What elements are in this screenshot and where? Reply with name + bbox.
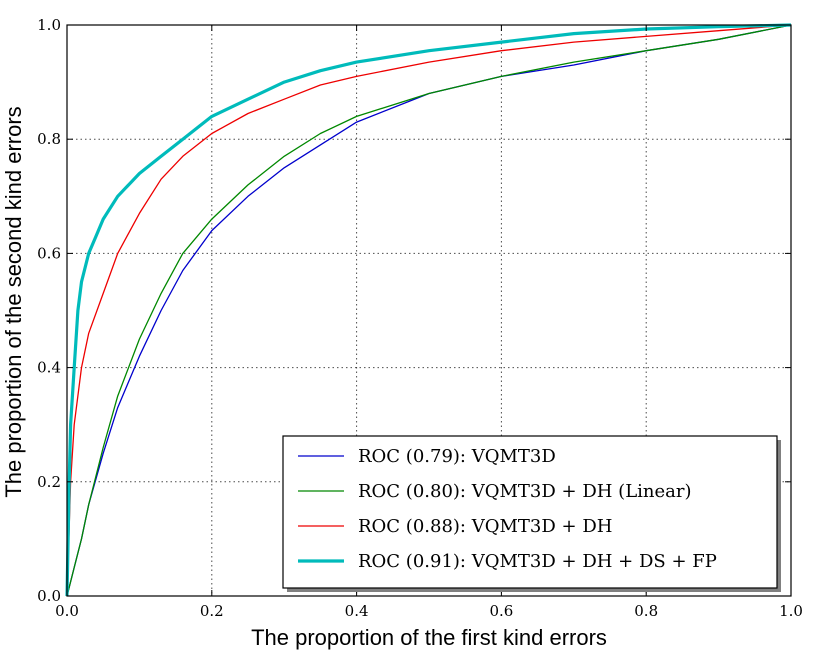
series-lines bbox=[65, 23, 792, 597]
x-tick-label: 0.0 bbox=[55, 602, 79, 620]
x-tick-label: 0.2 bbox=[200, 602, 224, 620]
plot-frame bbox=[66, 24, 792, 597]
y-tick-label: 0.2 bbox=[37, 473, 61, 491]
y-tick-label: 0.8 bbox=[37, 130, 61, 148]
legend-label-4: ROC (0.91): VQMT3D + DH + DS + FP bbox=[358, 551, 717, 572]
x-tick-label: 1.0 bbox=[779, 602, 803, 620]
series-line-3 bbox=[66, 24, 792, 597]
y-tick-label: 0.6 bbox=[37, 244, 61, 262]
legend-label-3: ROC (0.88): VQMT3D + DH bbox=[358, 516, 612, 537]
x-axis-label: The proportion of the first kind errors bbox=[251, 625, 607, 650]
axis-ticks bbox=[66, 24, 792, 597]
tick-labels: 0.0 0.2 0.4 0.6 0.8 1.0 0.0 0.2 0.4 0.6 0.8 1.0 bbox=[37, 16, 803, 620]
y-axis-label: The proportion of the second kind errors bbox=[1, 106, 26, 497]
y-tick-label: 0.4 bbox=[37, 359, 61, 377]
x-tick-label: 0.6 bbox=[489, 602, 513, 620]
y-tick-label: 0.0 bbox=[37, 587, 61, 605]
y-tick-label: 1.0 bbox=[37, 16, 61, 34]
x-tick-label: 0.4 bbox=[345, 602, 369, 620]
legend-label-2: ROC (0.80): VQMT3D + DH (Linear) bbox=[358, 481, 692, 502]
series-line-4 bbox=[65, 23, 792, 597]
legend-box bbox=[282, 435, 778, 589]
legend: ROC (0.79): VQMT3D ROC (0.80): VQMT3D + D… bbox=[282, 435, 781, 592]
x-tick-label: 0.8 bbox=[634, 602, 658, 620]
series-line-2 bbox=[66, 24, 792, 597]
legend-label-1: ROC (0.79): VQMT3D bbox=[358, 446, 556, 467]
